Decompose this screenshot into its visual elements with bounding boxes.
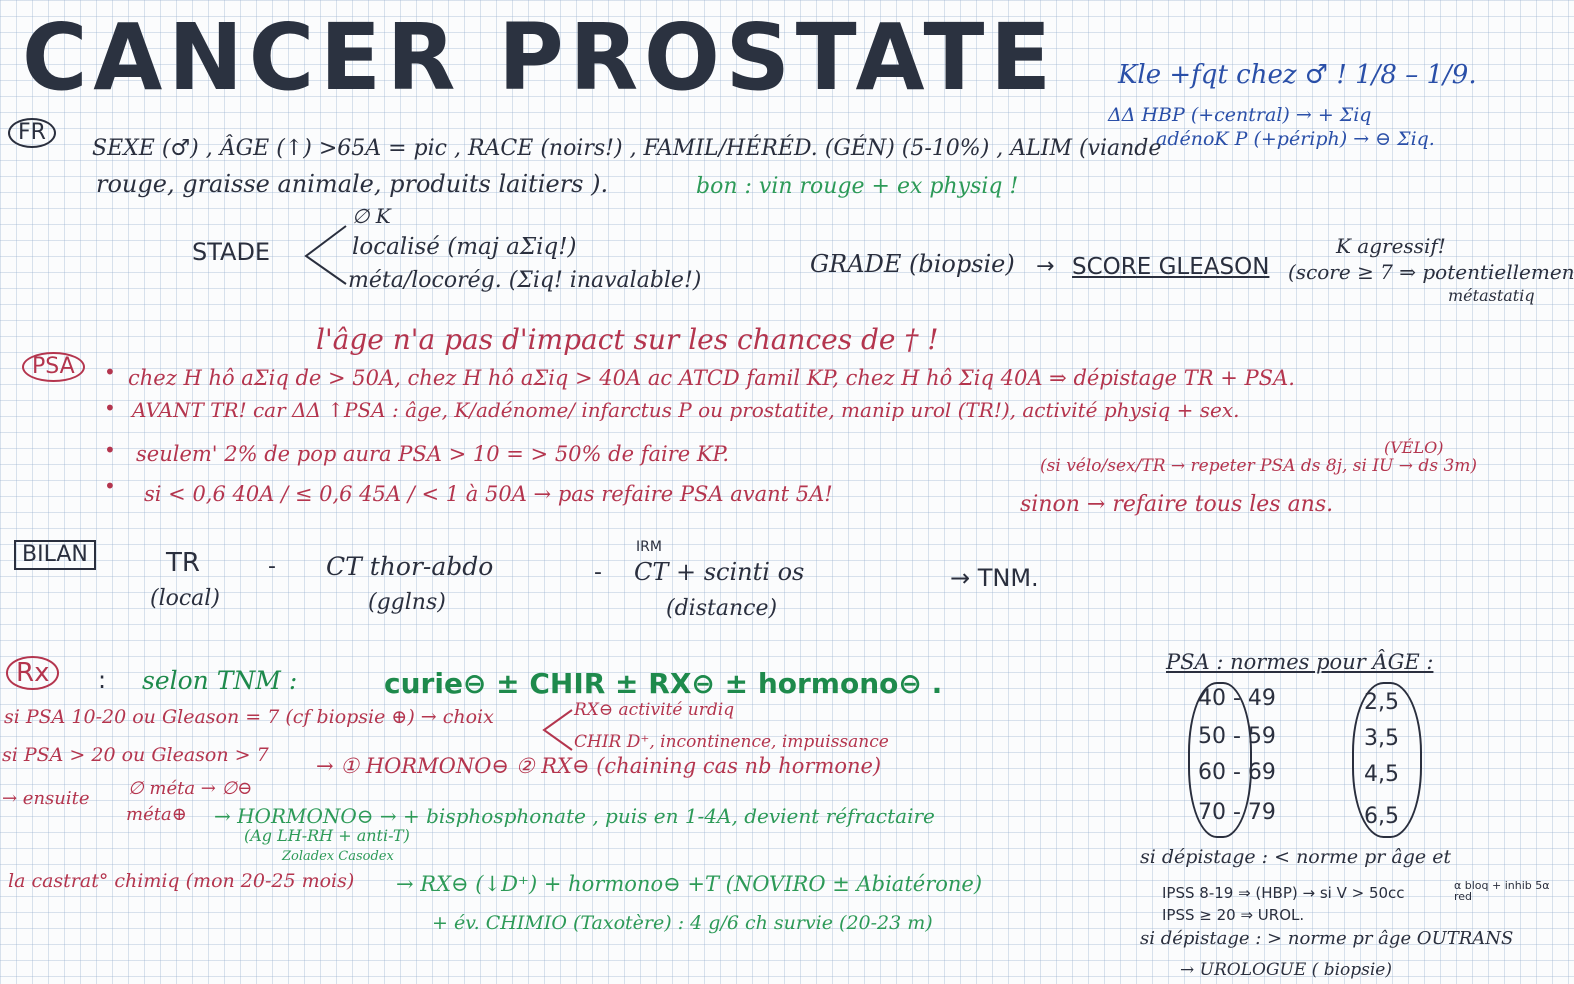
- rx-high-risk-treatment: → ① HORMONO⊖ ② RX⊖ (chaining cas nb horm…: [316, 754, 882, 778]
- rx-intermediate-risk: si PSA 10-20 ou Gleason = 7 (cf biopsie …: [4, 706, 494, 728]
- stage-option-metastatic: méta/locorég. (Σiq! inavalable!): [348, 268, 702, 293]
- norms-row-age: 50 - 59: [1198, 724, 1276, 749]
- age-impact-note: l'âge n'a pas d'impact sur les chances d…: [316, 323, 939, 356]
- ddx-bph-note: ΔΔ HBP (+central) → + Σiq: [1108, 104, 1372, 126]
- velo-note: (VÉLO): [1384, 438, 1444, 457]
- workup-bone-scan-purpose: (distance): [666, 596, 778, 621]
- metastatic-note: métastatiq: [1448, 286, 1535, 305]
- rx-then: → ensuite: [2, 788, 90, 809]
- rx-hormone-agents: (Ag LH-RH + anti-T): [244, 826, 410, 845]
- stage-option-none: ∅ K: [352, 204, 391, 228]
- rx-castration-treatment: → RX⊖ (↓D⁺) + hormono⊖ +T (NOVIRO ± Abia…: [396, 872, 983, 896]
- psa-otherwise-rule: sinon → refaire tous les ans.: [1020, 492, 1334, 517]
- norms-row-value: 6,5: [1364, 804, 1399, 829]
- bullet: •: [104, 474, 116, 498]
- rx-head: selon TNM :: [142, 666, 298, 695]
- stage-brace: [304, 225, 347, 285]
- norms-row-age: 60 - 69: [1198, 760, 1276, 785]
- psa-population-stat: seulem' 2% de pop aura PSA > 10 = > 50% …: [136, 442, 730, 466]
- risk-factors-line2: rouge, graisse animale, produits laitier…: [96, 170, 609, 198]
- rx-option-radio: RX⊖ activité urdiq: [574, 700, 735, 720]
- ddx-adenok-note: adénoK P (+périph) → ⊖ Σiq.: [1156, 128, 1435, 150]
- frequency-note: Kle +fqt chez ♂ ! 1/8 – 1/9.: [1118, 60, 1477, 90]
- psa-screening-indication: chez H hô aΣiq de > 50A, chez H hô aΣiq …: [128, 366, 1295, 390]
- stage-label: STADE: [192, 238, 271, 266]
- fr-label: FR: [8, 118, 56, 148]
- ipss-severe: IPSS ≥ 20 ⇒ UROL.: [1162, 906, 1305, 924]
- separator: -: [594, 560, 602, 585]
- psa-before-dre: AVANT TR! car ΔΔ ↑PSA : âge, K/adénome/ …: [132, 398, 1240, 422]
- rx-high-risk: si PSA > 20 ou Gleason > 7: [2, 744, 269, 766]
- rx-label: Rx: [6, 656, 60, 690]
- protective-factors: bon : vin rouge + ex physiq !: [696, 174, 1019, 199]
- bullet: •: [104, 438, 116, 462]
- workup-ct: CT thor-abdo: [326, 552, 494, 581]
- choice-brace: [542, 709, 573, 751]
- norms-row-age: 70 - 79: [1198, 800, 1276, 825]
- norm-value-oval: [1352, 682, 1422, 838]
- norms-row-value: 2,5: [1364, 690, 1399, 715]
- gleason-score: SCORE GLEASON: [1072, 254, 1270, 280]
- workup-dre: TR: [166, 548, 200, 578]
- rx-chemo: + év. CHIMIO (Taxotère) : 4 g/6 ch survi…: [432, 912, 933, 934]
- psa-label: PSA: [22, 352, 85, 382]
- stage-option-localized: localisé (maj aΣiq!): [352, 234, 577, 260]
- screening-above-norm: si dépistage : > norme pr âge OUTRANS: [1140, 928, 1514, 949]
- norms-row-value: 3,5: [1364, 726, 1399, 751]
- psa-norms-header: PSA : normes pour ÂGE :: [1166, 650, 1434, 674]
- grade-label: GRADE (biopsie): [810, 250, 1015, 278]
- rx-colon: :: [98, 666, 107, 694]
- psa-repeat-note: (si vélo/sex/TR → repeter PSA ds 8j, si …: [1040, 456, 1478, 476]
- rx-option-surgery: CHIR D⁺, incontinence, impuissance: [574, 732, 889, 752]
- gleason-threshold-note: (score ≥ 7 ⇒ potentiellement: [1288, 260, 1574, 284]
- norms-row-age: 40 - 49: [1198, 686, 1276, 711]
- grade-arrow: →: [1036, 254, 1055, 279]
- workup-ct-purpose: (gglns): [368, 590, 446, 615]
- rx-drug-names: Zoladex Casodex: [282, 849, 394, 864]
- ipss-moderate: IPSS 8-19 ⇒ (HBP) → si V > 50cc: [1162, 884, 1405, 902]
- separator: -: [268, 554, 276, 579]
- bullet: •: [104, 396, 116, 420]
- screening-below-norm: si dépistage : < norme pr âge et: [1140, 846, 1452, 868]
- workup-tnm: → TNM.: [950, 564, 1039, 592]
- workup-dre-purpose: (local): [150, 586, 220, 611]
- workup-mri: IRM: [636, 539, 662, 555]
- workup-bone-scan: CT + scinti os: [634, 558, 805, 586]
- workup-label: BILAN: [14, 540, 96, 570]
- refer-urologist: → UROLOGUE ( biopsie): [1180, 960, 1392, 980]
- rx-options: curie⊖ ± CHIR ± RX⊖ ± hormono⊖ .: [384, 667, 943, 700]
- page-title: CANCER PROSTATE: [22, 4, 1057, 111]
- ipss-moderate-treatment: α bloq + inhib 5α red: [1454, 879, 1550, 903]
- age-range-oval: [1188, 682, 1252, 838]
- aggressive-note: K agressif!: [1336, 234, 1446, 258]
- rx-castration-resistance: la castrat° chimiq (mon 20-25 mois): [8, 870, 355, 892]
- psa-recheck-rule: si < 0,6 40A / ≤ 0,6 45A / < 1 à 50A → p…: [144, 482, 833, 506]
- rx-meta-treatment: → HORMONO⊖ → + bisphosphonate , puis en …: [214, 804, 935, 828]
- bullet: •: [104, 360, 116, 384]
- norms-row-value: 4,5: [1364, 762, 1399, 787]
- rx-no-meta: ∅ méta → ∅⊖: [128, 778, 253, 799]
- rx-meta: méta⊕: [126, 804, 187, 825]
- risk-factors-line1: SEXE (♂) , ÂGE (↑) >65A = pic , RACE (no…: [92, 136, 1162, 161]
